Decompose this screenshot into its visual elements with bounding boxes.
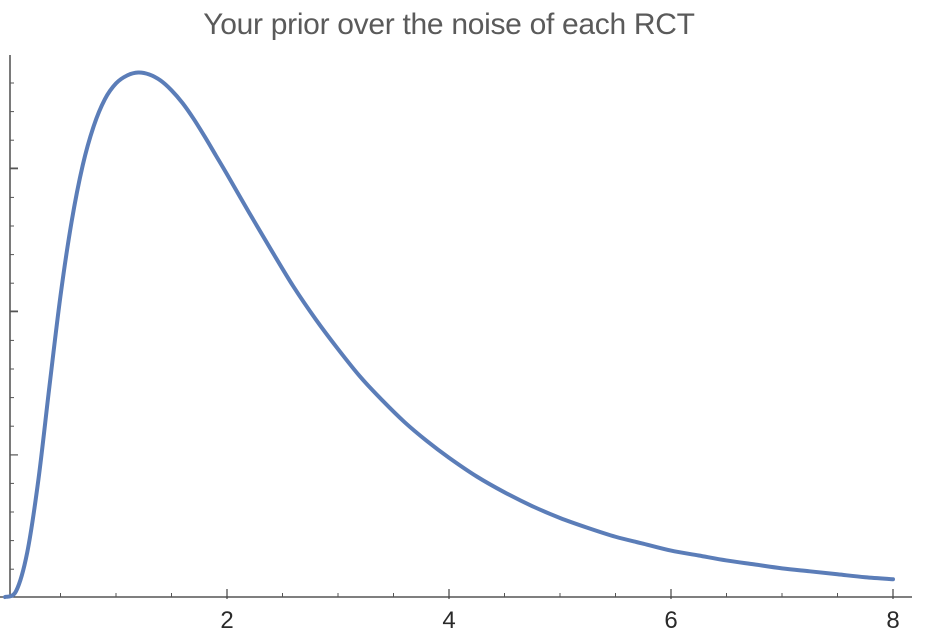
x-tick-label: 8 [886,607,899,634]
chart-title: Your prior over the noise of each RCT [203,8,695,41]
x-tick-label: 6 [664,607,677,634]
series-line [3,70,895,599]
x-tick-label: 2 [220,607,233,634]
x-tick-label: 4 [442,607,455,634]
